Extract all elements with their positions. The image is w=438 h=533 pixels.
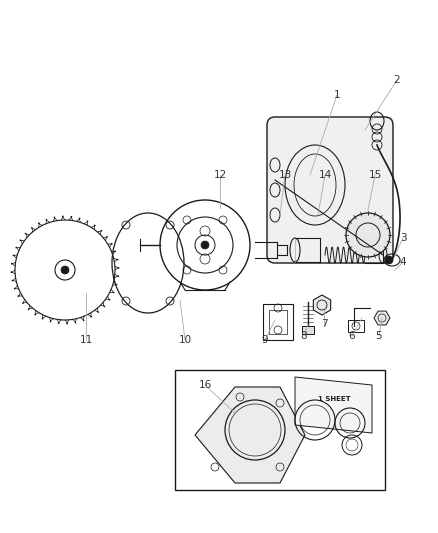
Polygon shape [195,387,305,483]
Text: 5: 5 [376,331,382,341]
Circle shape [201,241,209,249]
Text: 2: 2 [394,75,400,85]
Polygon shape [313,295,331,315]
Text: 14: 14 [318,170,332,180]
Bar [269,310,287,334]
Text: 4: 4 [400,257,406,267]
Text: 10: 10 [178,335,191,345]
Bar [348,320,364,332]
Circle shape [385,256,393,264]
Text: 9: 9 [261,335,268,345]
Text: 1 SHEET: 1 SHEET [318,396,350,402]
Polygon shape [374,311,390,325]
FancyBboxPatch shape [267,117,393,263]
Bar [302,326,314,334]
Text: 7: 7 [321,319,327,329]
Text: 3: 3 [400,233,406,243]
Text: 6: 6 [349,331,355,341]
Text: 15: 15 [368,170,381,180]
Bar [263,304,293,340]
Circle shape [346,213,390,257]
Circle shape [61,266,69,274]
Text: 11: 11 [79,335,92,345]
Polygon shape [295,377,372,433]
Text: 16: 16 [198,380,212,390]
Text: 13: 13 [279,170,292,180]
Text: 1: 1 [334,90,340,100]
Text: 8: 8 [301,331,307,341]
Bar [175,370,385,490]
Text: 12: 12 [213,170,226,180]
